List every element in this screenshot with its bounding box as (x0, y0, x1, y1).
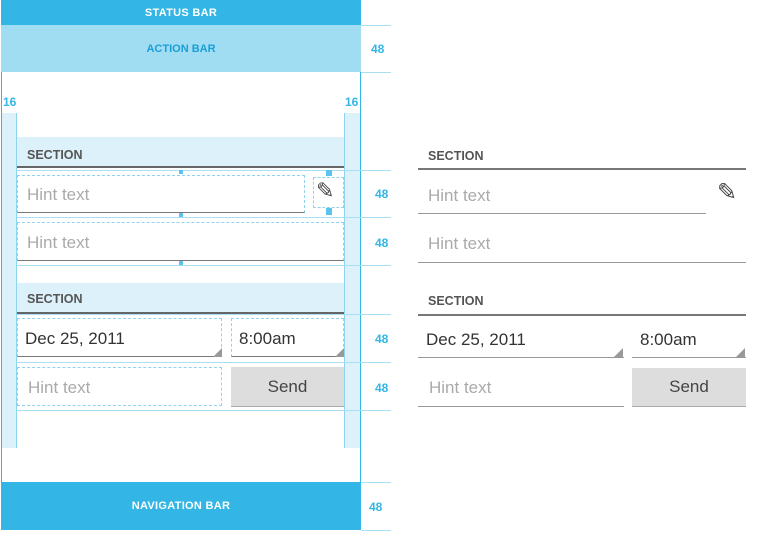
send-button[interactable]: Send (231, 367, 344, 407)
date-spinner[interactable]: Dec 25, 2011 (25, 329, 125, 348)
guide (17, 217, 391, 218)
row3-height: 48 (375, 332, 389, 346)
time-field-bounds (231, 318, 344, 357)
guide (361, 482, 391, 483)
section-header: SECTION (27, 292, 83, 306)
guide (361, 25, 391, 26)
guide (17, 362, 391, 363)
field-underline (418, 357, 624, 358)
guide (17, 265, 391, 266)
hint-field-bounds (17, 222, 344, 261)
field-underline (418, 406, 624, 407)
spinner-corner (614, 348, 623, 357)
hint-field[interactable]: Hint text (28, 378, 91, 397)
spacing-marker (326, 208, 332, 215)
section-header-bg (17, 283, 344, 314)
time-spinner[interactable]: 8:00am (640, 330, 697, 349)
spacing-marker (179, 213, 183, 217)
field-underline (632, 357, 746, 358)
section-header-bg (17, 137, 344, 168)
guide (17, 314, 391, 315)
row1-height: 48 (375, 187, 389, 201)
section-header: SECTION (27, 148, 83, 162)
spacing-marker (179, 261, 183, 265)
guide (361, 530, 391, 531)
send-button[interactable]: Send (632, 368, 746, 407)
margin-right-label: 16 (345, 95, 359, 109)
spinner-corner (335, 348, 344, 357)
date-field-bounds (17, 318, 222, 357)
section-divider (418, 314, 746, 316)
spinner-corner (736, 348, 745, 357)
pencil-icon[interactable]: ✎ (316, 178, 335, 203)
field-underline (418, 213, 706, 214)
guide (17, 170, 391, 171)
margin-right (344, 113, 360, 448)
hint-field[interactable]: Hint text (428, 234, 491, 253)
hint-field-bounds (17, 175, 305, 213)
action-bar-height: 48 (371, 42, 385, 56)
spinner-corner (213, 348, 222, 357)
section-divider (418, 168, 746, 170)
hint-field[interactable]: Hint text (428, 186, 491, 205)
row4-height: 48 (375, 381, 389, 395)
margin-left-label: 16 (3, 95, 17, 109)
edit-icon-bounds (313, 177, 344, 208)
guide (361, 72, 391, 73)
navigation-bar: NAVIGATION BAR (1, 482, 361, 530)
guide (17, 410, 391, 411)
time-spinner[interactable]: 8:00am (239, 329, 296, 348)
hint-field[interactable]: Hint text (429, 378, 492, 397)
row2-height: 48 (375, 236, 389, 250)
field-underline (418, 262, 746, 263)
spacing-marker (326, 170, 332, 176)
date-spinner[interactable]: Dec 25, 2011 (426, 330, 526, 349)
action-bar: ACTION BAR (1, 25, 361, 72)
nav-bar-height: 48 (369, 500, 383, 514)
status-bar: STATUS BAR (1, 0, 361, 25)
section-header: SECTION (428, 294, 484, 308)
section-header: SECTION (428, 149, 484, 163)
hint-field[interactable]: Hint text (27, 233, 90, 252)
hint-field-bounds (17, 367, 222, 406)
margin-left (2, 113, 17, 448)
spacing-marker (179, 170, 183, 174)
hint-field[interactable]: Hint text (27, 185, 90, 204)
pencil-icon[interactable]: ✎ (717, 179, 738, 206)
